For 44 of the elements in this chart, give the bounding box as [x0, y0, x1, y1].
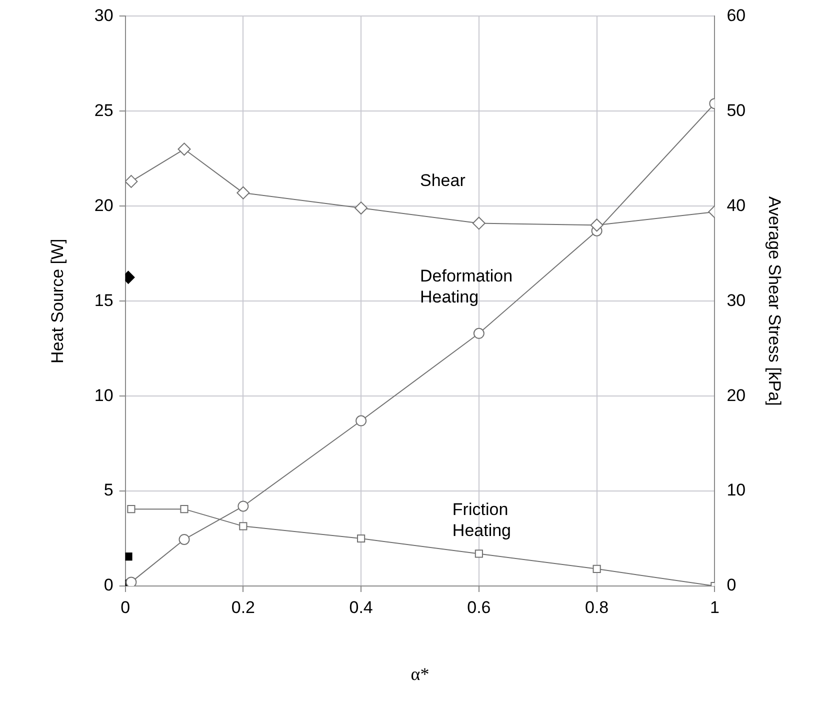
point	[238, 500, 249, 512]
point	[125, 174, 138, 188]
y-axis-title: Heat Source [W]	[48, 238, 67, 364]
x-tick-label: 0	[120, 598, 130, 617]
point	[472, 216, 486, 230]
point	[126, 576, 137, 586]
x-tick-label: 1	[710, 598, 720, 617]
point	[239, 522, 248, 530]
y2-tick-label: 60	[726, 6, 746, 25]
y-tick-label: 20	[94, 196, 114, 215]
point	[125, 552, 132, 561]
point	[357, 534, 366, 543]
y-tick-label: 30	[94, 6, 114, 25]
y2-tick-label: 0	[726, 576, 736, 595]
y-tick-label: 5	[104, 480, 114, 500]
annotation: Friction Heating	[452, 500, 512, 540]
y-tick-label: 25	[94, 100, 114, 120]
point	[473, 328, 484, 339]
y2-tick-label: 50	[726, 100, 746, 120]
y-tick-label: 10	[94, 386, 114, 405]
y-tick-label: 0	[104, 576, 114, 595]
point	[236, 186, 250, 200]
y2-tick-label: 10	[726, 480, 746, 500]
y2-tick-label: 30	[726, 290, 746, 310]
point	[180, 505, 188, 514]
annotation: Shear	[420, 171, 466, 190]
x-tick-label: 0.8	[584, 598, 609, 617]
y2-tick-label: 20	[726, 386, 746, 405]
point	[592, 564, 601, 573]
point	[178, 142, 191, 156]
y2-tick-label: 40	[726, 196, 746, 215]
x-tick-label: 0.2	[231, 598, 256, 617]
point	[354, 202, 368, 215]
point	[590, 218, 604, 232]
x-axis-title: α*	[410, 664, 430, 684]
y-tick-label: 15	[94, 290, 114, 310]
x-tick-label: 0.4	[349, 598, 373, 617]
point	[127, 505, 136, 514]
annotation: Deformation Heating	[420, 266, 513, 306]
point	[178, 534, 190, 545]
point	[474, 550, 483, 558]
y2-axis-title: Average Shear Stress [kPa]	[765, 196, 784, 406]
x-tick-label: 0.6	[467, 598, 491, 617]
point	[356, 415, 367, 426]
